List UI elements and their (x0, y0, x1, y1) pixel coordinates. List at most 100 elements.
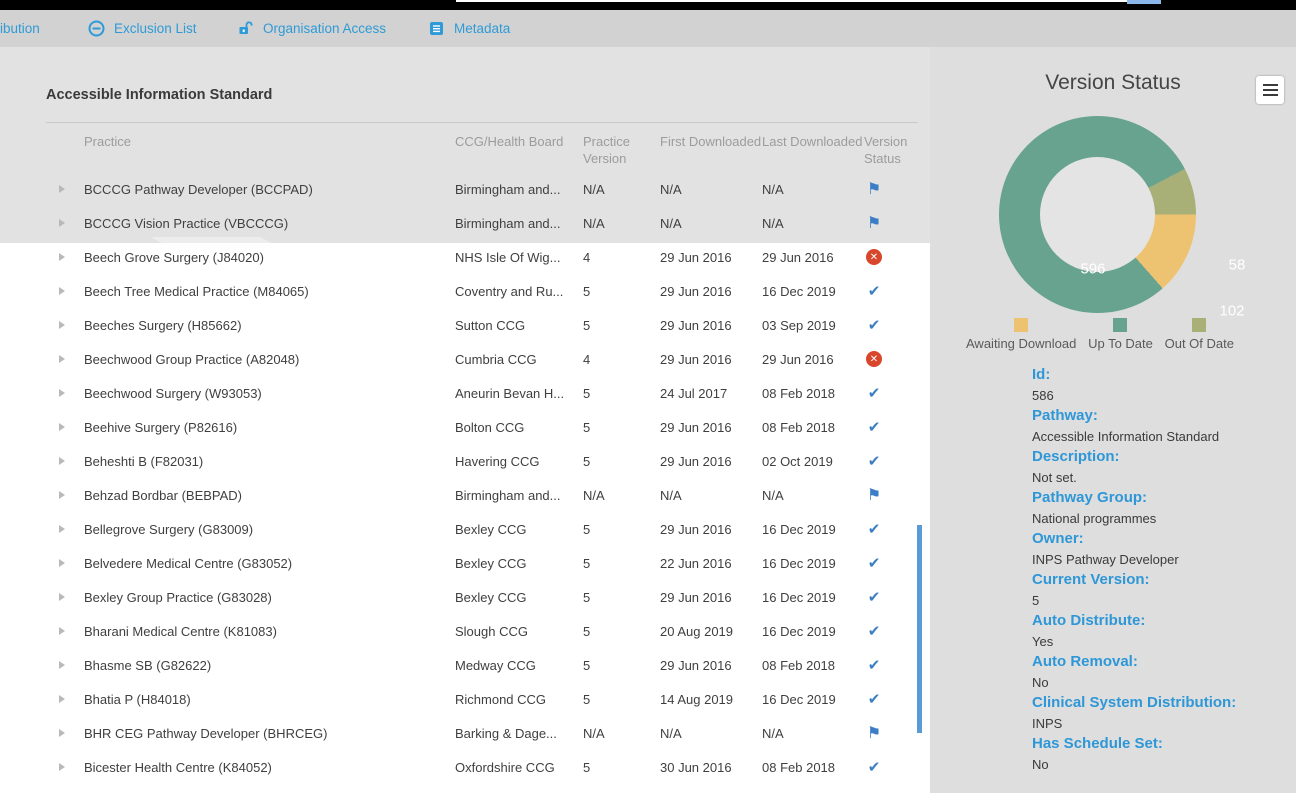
row-expander-icon[interactable] (59, 321, 65, 329)
table-row[interactable]: BCCCG Vision Practice (VBCCCG) Birmingha… (46, 206, 918, 240)
table-row[interactable]: Bicester Health Centre (K84052) Oxfordsh… (46, 750, 918, 784)
status-flag-icon (866, 725, 882, 741)
unlock-padlock-icon (237, 20, 254, 37)
column-header-ccg[interactable]: CCG/Health Board (455, 134, 564, 149)
ccg-cell: Sutton CCG (455, 317, 526, 333)
panel-title: Version Status (1045, 71, 1181, 94)
last-downloaded-cell: 29 Jun 2016 (762, 249, 834, 265)
practice-cell: Beechwood Surgery (W93053) (84, 385, 262, 401)
status-check-icon (866, 317, 882, 333)
row-expander-icon[interactable] (59, 185, 65, 193)
practice-cell: Beech Tree Medical Practice (M84065) (84, 283, 309, 299)
page-title: Accessible Information Standard (46, 87, 273, 103)
column-header-last-downloaded[interactable]: Last Downloaded (762, 134, 863, 149)
ccg-cell: Havering CCG (455, 453, 540, 469)
header-gray-band (0, 47, 930, 243)
column-header-practice[interactable]: Practice (84, 134, 131, 149)
table-row[interactable]: Beechwood Surgery (W93053) Aneurin Bevan… (46, 376, 918, 410)
table-row[interactable]: Beehive Surgery (P82616) Bolton CCG 5 29… (46, 410, 918, 444)
table-row[interactable]: Behzad Bordbar (BEBPAD) Birmingham and..… (46, 478, 918, 512)
table-row[interactable]: Bhasme SB (G82622) Medway CCG 5 29 Jun 2… (46, 648, 918, 682)
practice-cell: Bhasme SB (G82622) (84, 657, 212, 673)
row-expander-icon[interactable] (59, 253, 65, 261)
status-check-icon (866, 453, 882, 469)
row-expander-icon[interactable] (59, 423, 65, 431)
row-expander-icon[interactable] (59, 491, 65, 499)
row-expander-icon[interactable] (59, 627, 65, 635)
table-row[interactable]: Beech Tree Medical Practice (M84065) Cov… (46, 274, 918, 308)
last-downloaded-cell: 08 Feb 2018 (762, 385, 836, 401)
row-expander-icon[interactable] (59, 457, 65, 465)
practice-cell: BCCCG Vision Practice (VBCCCG) (84, 215, 289, 231)
practice-version-cell: 5 (583, 657, 591, 673)
toolbar-item-metadata[interactable]: Metadata (428, 10, 510, 47)
table-scrollbar-thumb[interactable] (917, 525, 922, 733)
detail-label: Auto Removal: (1032, 653, 1138, 670)
column-header-first-downloaded[interactable]: First Downloaded (660, 134, 762, 149)
row-expander-icon[interactable] (59, 287, 65, 295)
practice-cell: Bellegrove Surgery (G83009) (84, 521, 254, 537)
ccg-cell: Bexley CCG (455, 555, 527, 571)
table-header-row: Practice CCG/Health Board Practice Versi… (46, 133, 918, 167)
version-status-donut[interactable]: 596 58 102 (999, 116, 1245, 320)
practice-cell: Beheshti B (F82031) (84, 453, 204, 469)
first-downloaded-cell: 30 Jun 2016 (660, 759, 732, 775)
legend-label: Up To Date (1088, 336, 1153, 351)
row-expander-icon[interactable] (59, 219, 65, 227)
column-header-practice-version[interactable]: Practice Version (583, 134, 630, 166)
ccg-cell: Bolton CCG (455, 419, 525, 435)
detail-value: INPS Pathway Developer (1032, 552, 1179, 567)
table-row[interactable]: Beech Grove Surgery (J84020) NHS Isle Of… (46, 240, 918, 274)
table-row[interactable]: BHR CEG Pathway Developer (BHRCEG) Barki… (46, 716, 918, 750)
practice-version-cell: 5 (583, 623, 591, 639)
toolbar-item-exclusion-list[interactable]: Exclusion List (88, 10, 197, 47)
first-downloaded-cell: 22 Jun 2016 (660, 555, 732, 571)
practice-version-cell: N/A (583, 181, 605, 197)
practice-version-cell: N/A (583, 725, 605, 741)
toolbar-item-label: Organisation Access (263, 21, 387, 36)
row-expander-icon[interactable] (59, 763, 65, 771)
last-downloaded-cell: N/A (762, 181, 784, 197)
table-row[interactable]: Beheshti B (F82031) Havering CCG 5 29 Ju… (46, 444, 918, 478)
status-check-icon (866, 419, 882, 435)
practice-cell: Beehive Surgery (P82616) (84, 419, 238, 435)
toolbar-item-distribution[interactable]: ibution (0, 10, 40, 47)
practice-version-cell: N/A (583, 215, 605, 231)
detail-item: Auto Distribute: Yes (1032, 611, 1284, 652)
detail-item: Clinical System Distribution: INPS (1032, 693, 1284, 734)
row-expander-icon[interactable] (59, 593, 65, 601)
row-expander-icon[interactable] (59, 389, 65, 397)
detail-value: INPS (1032, 716, 1063, 731)
last-downloaded-cell: 08 Feb 2018 (762, 759, 836, 775)
status-check-icon (866, 657, 882, 673)
table-row[interactable]: Beechwood Group Practice (A82048) Cumbri… (46, 342, 918, 376)
detail-label: Owner: (1032, 530, 1084, 547)
detail-label: Pathway Group: (1032, 489, 1148, 506)
table-row[interactable]: Beeches Surgery (H85662) Sutton CCG 5 29… (46, 308, 918, 342)
row-expander-icon[interactable] (59, 695, 65, 703)
detail-value: Accessible Information Standard (1032, 429, 1220, 444)
table-row[interactable]: Bharani Medical Centre (K81083) Slough C… (46, 614, 918, 648)
table-row[interactable]: BCCCG Pathway Developer (BCCPAD) Birming… (46, 172, 918, 206)
row-expander-icon[interactable] (59, 729, 65, 737)
legend-item[interactable]: Out Of Date (1165, 318, 1234, 351)
last-downloaded-cell: 08 Feb 2018 (762, 419, 836, 435)
row-expander-icon[interactable] (59, 355, 65, 363)
legend-item[interactable]: Up To Date (1088, 318, 1153, 351)
row-expander-icon[interactable] (59, 661, 65, 669)
detail-label: Has Schedule Set: (1032, 735, 1163, 752)
hamburger-menu-icon[interactable] (1256, 76, 1284, 104)
toolbar-item-organisation-access[interactable]: Organisation Access (237, 10, 386, 47)
row-expander-icon[interactable] (59, 559, 65, 567)
table-row[interactable]: Bellegrove Surgery (G83009) Bexley CCG 5… (46, 512, 918, 546)
row-expander-icon[interactable] (59, 525, 65, 533)
column-header-version-status[interactable]: Version Status (864, 134, 908, 166)
table-row[interactable]: Bhatia P (H84018) Richmond CCG 5 14 Aug … (46, 682, 918, 716)
practice-cell: Beechwood Group Practice (A82048) (84, 351, 300, 367)
first-downloaded-cell: 29 Jun 2016 (660, 521, 732, 537)
legend-item[interactable]: Awaiting Download (966, 318, 1076, 351)
table-row[interactable]: Bexley Group Practice (G83028) Bexley CC… (46, 580, 918, 614)
table-row[interactable]: Belvedere Medical Centre (G83052) Bexley… (46, 546, 918, 580)
practice-cell: Bharani Medical Centre (K81083) (84, 623, 277, 639)
first-downloaded-cell: 29 Jun 2016 (660, 657, 732, 673)
